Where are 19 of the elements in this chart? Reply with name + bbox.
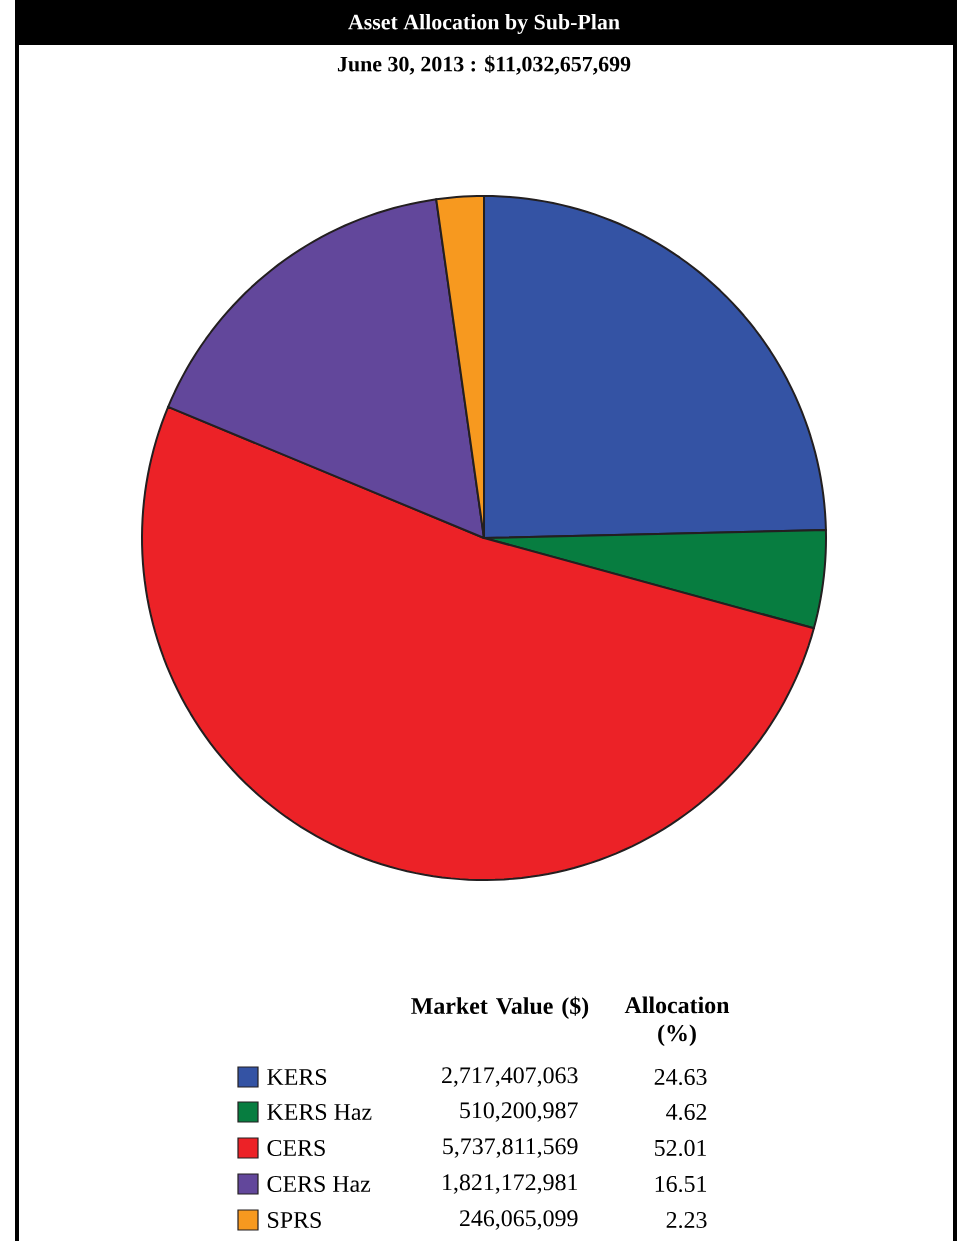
data-label: 5,737,811,569	[443, 1138, 578, 1158]
legend-label: KERS	[267, 1068, 327, 1086]
data-label: 1,821,172,981	[443, 1174, 578, 1194]
text: 4.62	[666, 1103, 707, 1121]
text: Market Value ($)	[411, 996, 589, 1019]
data-label: 246,065,099	[459, 1210, 578, 1230]
data-label: 2,717,407,063	[442, 1067, 578, 1087]
data-label: 510,200,987	[460, 1102, 578, 1122]
text: 52.01	[655, 1139, 707, 1157]
text: 16.51	[655, 1175, 707, 1193]
text: 24.63	[654, 1068, 707, 1086]
legend-label: CERS Haz	[267, 1175, 371, 1193]
legend-label: KERS Haz	[267, 1103, 372, 1121]
text: Allocation (%)	[624, 996, 730, 1047]
legend-label: CERS	[267, 1139, 325, 1157]
legend-label: SPRS	[268, 1211, 321, 1229]
text: 2.23	[666, 1211, 707, 1229]
chart-subtitle: June 30, 2013 : $11,032,657,699	[337, 55, 631, 75]
chart-title: Asset Allocation by Sub-Plan	[348, 14, 620, 34]
